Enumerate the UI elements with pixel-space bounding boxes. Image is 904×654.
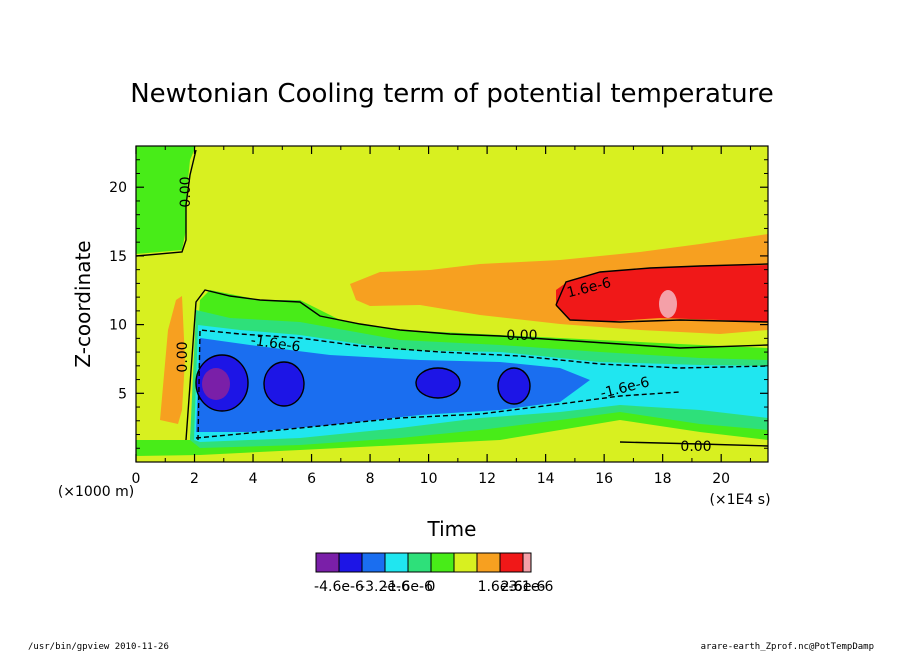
x-axis-ticks: 0 2 4 6 8 10 12 14 16 18 20 bbox=[132, 146, 751, 487]
fill-medium-blue bbox=[196, 338, 590, 432]
x-tick-label: 18 bbox=[654, 471, 672, 487]
y-tick-label: 20 bbox=[109, 180, 127, 196]
colorbar-swatch bbox=[315, 552, 340, 573]
colorbar-tick-label: 2.6e-6 bbox=[501, 579, 546, 595]
colorbar-swatch bbox=[338, 552, 363, 573]
contour-zero-bottom bbox=[619, 441, 768, 447]
plot-frame bbox=[135, 145, 769, 463]
contour-label: 0.00 bbox=[506, 328, 537, 344]
colorbar-swatch bbox=[476, 552, 501, 573]
colorbar-swatch bbox=[522, 552, 532, 573]
colorbar-tick-label: 3.1e-6 bbox=[509, 579, 554, 595]
contour-zero-upper bbox=[136, 149, 197, 257]
x-tick-label: 16 bbox=[595, 471, 613, 487]
colorbar-swatch bbox=[384, 552, 409, 573]
patch-cyan-1 bbox=[689, 366, 741, 402]
colorbar-swatch bbox=[430, 552, 455, 573]
colorbar bbox=[315, 552, 532, 573]
colorbar-swatch bbox=[453, 552, 478, 573]
y-tick-label: 10 bbox=[109, 318, 127, 334]
contour-cell-1 bbox=[195, 354, 249, 412]
contour-neg-lower bbox=[195, 391, 681, 439]
x-scale-label: (×1E4 s) bbox=[709, 492, 770, 508]
colorbar-labels: -4.6e-6-3.2e-6-1.6e-60 1.6e-62.6e-63.1e-6 bbox=[314, 579, 553, 595]
footer-left: /usr/bin/gpview 2010-11-26 bbox=[28, 642, 169, 652]
contour-lines bbox=[136, 149, 768, 447]
cell-dark-2 bbox=[264, 362, 304, 406]
contour-label: 0.00 bbox=[178, 176, 194, 207]
x-tick-label: 10 bbox=[420, 471, 438, 487]
colorbar-swatch bbox=[407, 552, 432, 573]
cell-dark-3 bbox=[416, 368, 460, 398]
x-tick-label: 2 bbox=[190, 471, 199, 487]
fill-orange-sliver bbox=[160, 296, 185, 424]
y-tick-label: 15 bbox=[109, 249, 127, 265]
colorbar-tick-label: -1.6e-6 bbox=[383, 579, 433, 595]
colorbar-tick-label: -3.2e-6 bbox=[360, 579, 410, 595]
y-scale-label: (×1000 m) bbox=[58, 484, 134, 500]
contour-label: 0.00 bbox=[175, 341, 191, 372]
contour-cell-2 bbox=[263, 361, 305, 407]
y-axis-ticks: 5 10 15 20 bbox=[109, 159, 768, 449]
contour-label: 0.00 bbox=[680, 439, 711, 455]
colorbar-swatch bbox=[361, 552, 386, 573]
contour-red bbox=[555, 263, 768, 306]
contour-cell-3 bbox=[415, 367, 461, 399]
contour-zero-main bbox=[185, 289, 768, 441]
x-tick-label: 6 bbox=[307, 471, 316, 487]
x-tick-label: 12 bbox=[478, 471, 496, 487]
chart-title: Newtonian Cooling term of potential temp… bbox=[130, 79, 774, 109]
x-tick-label: 0 bbox=[132, 471, 141, 487]
colorbar-swatch bbox=[499, 552, 524, 573]
contour-red-lower bbox=[555, 304, 768, 323]
contour-cell-4 bbox=[497, 367, 531, 405]
cell-purple bbox=[202, 368, 230, 400]
x-tick-label: 20 bbox=[712, 471, 730, 487]
x-tick-label: 4 bbox=[249, 471, 258, 487]
footer-right: arare-earth_Zprof.nc@PotTempDamp bbox=[700, 642, 874, 652]
patch-cyan-2 bbox=[754, 368, 768, 400]
spot-pink bbox=[659, 290, 677, 318]
fill-red bbox=[556, 265, 768, 322]
x-axis-label: Time bbox=[427, 517, 477, 541]
colorbar-tick-label: -4.6e-6 bbox=[314, 579, 364, 595]
colorbar-tick-label: 0 bbox=[427, 579, 436, 595]
y-axis-label: Z-coordinate bbox=[71, 240, 95, 367]
y-tick-label: 5 bbox=[118, 386, 127, 402]
x-tick-label: 8 bbox=[366, 471, 375, 487]
colorbar-tick-label: 1.6e-6 bbox=[478, 579, 523, 595]
contour-field bbox=[136, 146, 768, 462]
contour-neg-dashed bbox=[197, 329, 768, 441]
cell-dark-4 bbox=[498, 368, 530, 404]
fill-upper-left-green bbox=[136, 146, 196, 254]
contour-label: -1.6e-6 bbox=[250, 333, 302, 356]
x-tick-label: 14 bbox=[537, 471, 555, 487]
